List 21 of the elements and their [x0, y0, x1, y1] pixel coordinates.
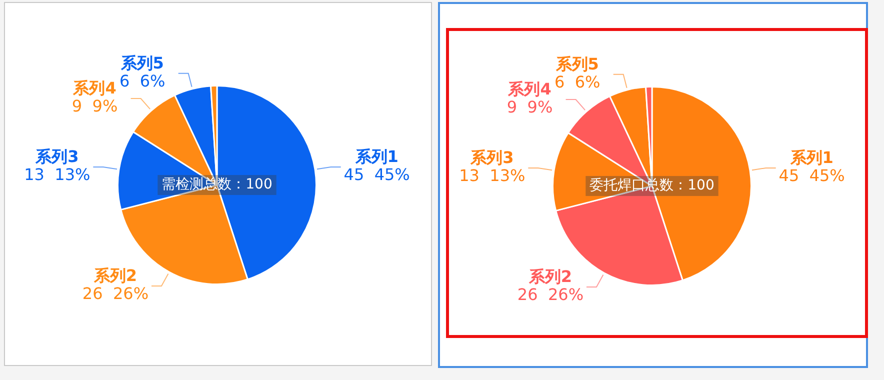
slice-label: 系列1: [354, 147, 398, 166]
data-label: 13 13%: [459, 166, 526, 186]
slice-label: 系列2: [528, 267, 572, 286]
data-label: 6 6%: [119, 72, 166, 91]
data-label: 9 9%: [506, 98, 553, 117]
slice-label: 系列3: [470, 148, 514, 168]
data-label: 26 26%: [517, 285, 584, 304]
data-label: 13 13%: [24, 165, 90, 184]
slice-label: 系列5: [554, 54, 599, 74]
slice-label: 系列1: [789, 148, 834, 168]
slice-label: 系列4: [507, 80, 552, 99]
data-label: 9 9%: [72, 96, 118, 116]
data-label: 45 45%: [344, 165, 410, 184]
data-label: 6 6%: [554, 72, 600, 92]
slice-label: 系列3: [34, 147, 79, 166]
slice-label: 系列4: [72, 78, 116, 98]
slice-label: 系列5: [120, 54, 164, 73]
data-label: 45 45%: [778, 166, 845, 186]
slice-label: 系列2: [92, 266, 138, 286]
data-label: 26 26%: [82, 284, 149, 304]
text: 需检测总数：100: [162, 176, 272, 193]
